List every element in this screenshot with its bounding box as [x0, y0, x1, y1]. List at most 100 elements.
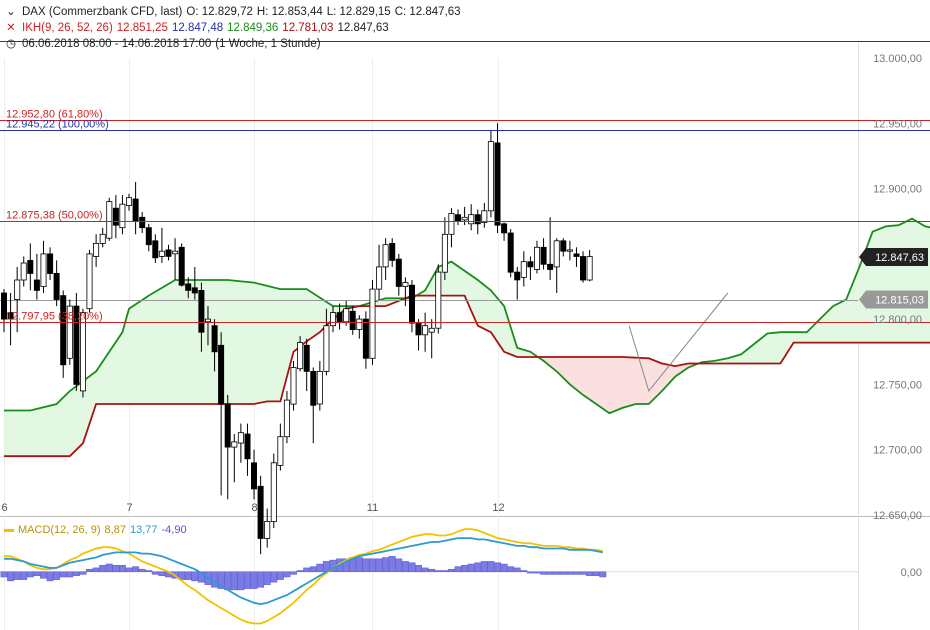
- cloud-segment: [595, 356, 600, 407]
- macd-histogram-bar: [480, 561, 488, 573]
- cloud-segment: [306, 288, 311, 342]
- header-ohlc-row: ⌄ DAX (Commerzbank CFD, last) O: 12.829,72…: [4, 4, 465, 20]
- macd-histogram-bar: [26, 571, 34, 578]
- candle-body: [244, 433, 251, 460]
- macd-histogram-bar: [467, 563, 475, 573]
- candle-body: [382, 244, 389, 268]
- cloud-segment: [451, 261, 456, 296]
- macd-histogram-bar: [211, 571, 219, 588]
- ichimoku-value-5: 12.847,63: [337, 22, 389, 34]
- x-tick-label: 7: [126, 502, 132, 514]
- cloud-segment: [609, 356, 613, 414]
- ichimoku-value-2: 12.847,48: [171, 22, 224, 34]
- cloud-segment: [842, 299, 847, 343]
- candle-body: [237, 432, 244, 444]
- candle-body: [14, 279, 21, 301]
- cloud-segment: [10, 410, 15, 457]
- candle-body: [514, 271, 521, 281]
- cloud-segment: [460, 267, 465, 296]
- close-icon[interactable]: ✕: [6, 22, 16, 34]
- cloud-segment: [625, 356, 630, 408]
- fib-level-label: 12.875,38 (50,00%): [6, 210, 103, 222]
- cloud-segment: [490, 289, 495, 339]
- cloud-segment: [569, 356, 574, 388]
- candle-body: [468, 214, 475, 225]
- candle-body: [191, 287, 198, 294]
- candle-body: [204, 318, 211, 323]
- cloud-segment: [819, 315, 824, 343]
- y-tick-label: 12.900,00: [873, 184, 922, 196]
- cloud-segment: [829, 305, 834, 343]
- macd-histogram-bar: [500, 563, 508, 573]
- cloud-segment: [39, 406, 44, 457]
- candle-body: [356, 318, 363, 330]
- cloud-segment: [651, 359, 656, 402]
- macd-histogram-bar: [0, 571, 8, 578]
- cloud-segment: [803, 331, 808, 343]
- cloud-segment: [76, 382, 80, 451]
- cloud-segment: [141, 297, 146, 405]
- candle-body: [297, 342, 304, 370]
- chevron-down-icon[interactable]: ⌄: [6, 6, 16, 18]
- macd-histogram-bar: [474, 562, 482, 573]
- cloud-segment: [207, 279, 212, 405]
- candle-body: [106, 201, 113, 239]
- ichimoku-value-1: 12.851,25: [116, 22, 168, 34]
- macd-histogram-bar: [599, 571, 607, 578]
- cloud-segment: [615, 356, 620, 411]
- macd-histogram-bar: [86, 568, 93, 573]
- cloud-segment: [138, 299, 143, 405]
- macd-histogram-bar: [184, 571, 192, 580]
- cloud-segment: [766, 332, 771, 364]
- cloud-segment: [770, 332, 775, 364]
- candle-body: [527, 261, 534, 268]
- candle-body: [540, 246, 547, 265]
- price-label-text: 12.815,03: [875, 295, 924, 307]
- macd-histogram-bar: [40, 571, 47, 579]
- cloud-segment: [270, 286, 275, 402]
- cloud-segment: [309, 290, 314, 340]
- candle-body: [40, 253, 47, 287]
- cloud-segment: [799, 331, 804, 343]
- cloud-segment: [612, 356, 617, 413]
- y-tick-label: 12.950,00: [873, 118, 922, 130]
- macd-header: MACD(12, 26, 9) 8,87 13,77 -4,90: [4, 522, 191, 538]
- candle-body: [343, 308, 350, 323]
- cloud-segment: [105, 350, 110, 405]
- cloud-segment: [3, 410, 8, 457]
- macd-histogram-bar: [454, 566, 462, 573]
- macd-histogram-bar: [79, 571, 87, 575]
- macd-value-1: 8,87: [104, 524, 126, 536]
- macd-histogram-bar: [105, 563, 113, 573]
- macd-histogram-bar: [125, 567, 133, 573]
- cloud-segment: [622, 356, 627, 409]
- cloud-segment: [477, 279, 482, 328]
- fib-level-label: 12.945,22 (100,00%): [6, 119, 109, 131]
- macd-histogram-bar: [263, 571, 271, 585]
- candle-body: [80, 312, 87, 392]
- macd-value-2: 13,77: [129, 524, 158, 536]
- macd-legend-swatch: [4, 528, 14, 532]
- y-tick-label: 12.800,00: [873, 314, 922, 326]
- macd-histogram-bar: [118, 565, 126, 573]
- cloud-segment: [187, 279, 192, 405]
- macd-histogram-bar: [388, 555, 396, 572]
- cloud-segment: [592, 356, 597, 405]
- cloud-segment: [618, 356, 623, 410]
- candle-body: [336, 312, 343, 323]
- macd-histogram-bar: [316, 563, 324, 573]
- cloud-segment: [480, 281, 485, 330]
- cloud-segment: [826, 308, 831, 343]
- price-label-text: 12.847,63: [875, 252, 924, 264]
- macd-histogram-bar: [59, 571, 67, 578]
- macd-histogram-bar: [191, 571, 199, 582]
- candle-body: [376, 266, 383, 290]
- cloud-segment: [20, 410, 25, 457]
- cloud-segment: [181, 279, 186, 405]
- macd-histogram-bar: [296, 570, 304, 573]
- candle-body: [250, 462, 257, 490]
- candle-body: [573, 253, 580, 257]
- cloud-segment: [605, 356, 610, 414]
- candle-body: [257, 485, 264, 539]
